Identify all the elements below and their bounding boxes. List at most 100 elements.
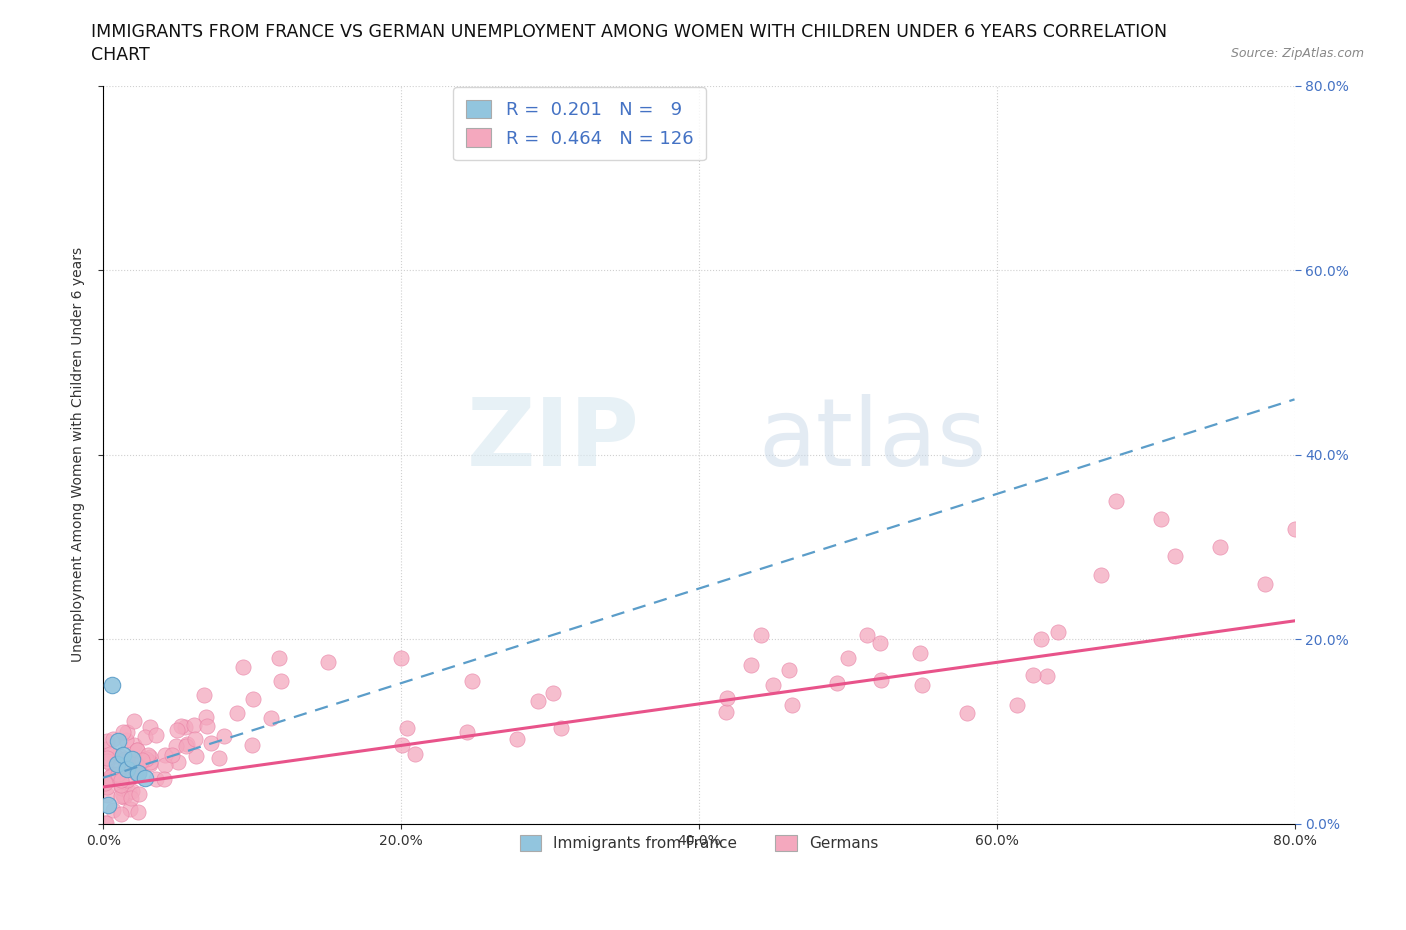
Point [170, 719, 193, 734]
Point [778, 663, 800, 678]
Point [96, 753, 118, 768]
Point [100, 759, 122, 774]
Text: atlas: atlas [758, 394, 987, 486]
Point [94, 816, 117, 830]
Point [101, 770, 124, 785]
Point [749, 628, 772, 643]
Point [97, 798, 120, 813]
Text: ZIP: ZIP [467, 394, 640, 486]
Point [527, 693, 550, 708]
Point [96, 779, 118, 794]
Point [270, 673, 292, 688]
Point [316, 655, 339, 670]
Point [97, 773, 120, 788]
Point [125, 743, 148, 758]
Point [120, 802, 142, 817]
Point [183, 717, 205, 732]
Point [870, 672, 893, 687]
Point [837, 650, 859, 665]
Point [195, 709, 218, 724]
Point [145, 772, 167, 787]
Point [226, 705, 249, 720]
Point [134, 770, 156, 785]
Point [740, 658, 762, 672]
Point [98, 747, 121, 762]
Point [125, 756, 148, 771]
Point [541, 685, 564, 700]
Point [153, 757, 176, 772]
Point [122, 738, 145, 753]
Point [96, 751, 118, 765]
Point [96, 787, 118, 802]
Point [166, 723, 188, 737]
Point [1149, 512, 1171, 526]
Point [114, 751, 136, 766]
Point [110, 789, 132, 804]
Point [389, 650, 412, 665]
Point [1284, 521, 1306, 536]
Point [108, 749, 131, 764]
Point [184, 749, 207, 764]
Point [193, 687, 215, 702]
Point [139, 750, 162, 764]
Point [111, 788, 134, 803]
Point [105, 756, 128, 771]
Point [100, 769, 122, 784]
Point [1031, 631, 1053, 646]
Point [110, 772, 132, 787]
Point [782, 698, 804, 712]
Point [111, 724, 134, 739]
Text: Source: ZipAtlas.com: Source: ZipAtlas.com [1230, 46, 1364, 60]
Point [122, 714, 145, 729]
Point [232, 659, 254, 674]
Point [101, 732, 124, 747]
Point [174, 720, 197, 735]
Point [391, 737, 413, 752]
Point [139, 756, 162, 771]
Point [115, 761, 138, 776]
Point [1022, 668, 1045, 683]
Point [174, 738, 197, 753]
Point [404, 747, 426, 762]
Point [110, 777, 132, 792]
Point [127, 762, 149, 777]
Point [128, 787, 150, 802]
Point [908, 645, 931, 660]
Point [267, 650, 290, 665]
Point [112, 780, 135, 795]
Point [101, 767, 124, 782]
Point [1105, 494, 1128, 509]
Point [94, 776, 117, 790]
Text: CHART: CHART [91, 46, 150, 64]
Point [118, 784, 141, 799]
Point [96, 734, 118, 749]
Point [208, 751, 231, 765]
Point [160, 748, 183, 763]
Point [135, 751, 157, 766]
Point [107, 766, 129, 781]
Point [138, 720, 160, 735]
Point [96, 741, 118, 756]
Text: IMMIGRANTS FROM FRANCE VS GERMAN UNEMPLOYMENT AMONG WOMEN WITH CHILDREN UNDER 6 : IMMIGRANTS FROM FRANCE VS GERMAN UNEMPLO… [91, 23, 1167, 41]
Point [96, 816, 118, 830]
Point [101, 678, 124, 693]
Point [127, 742, 149, 757]
Point [212, 728, 235, 743]
Point [1036, 669, 1059, 684]
Point [114, 732, 136, 747]
Point [111, 781, 134, 796]
Point [167, 755, 190, 770]
Point [176, 737, 198, 751]
Point [195, 719, 218, 734]
Point [128, 764, 150, 779]
Point [165, 738, 187, 753]
Point [153, 748, 176, 763]
Point [259, 711, 281, 725]
Point [456, 724, 478, 739]
Point [714, 705, 737, 720]
Point [550, 721, 572, 736]
Point [101, 803, 124, 817]
Point [121, 751, 143, 766]
Point [395, 721, 418, 736]
Point [1254, 577, 1277, 591]
